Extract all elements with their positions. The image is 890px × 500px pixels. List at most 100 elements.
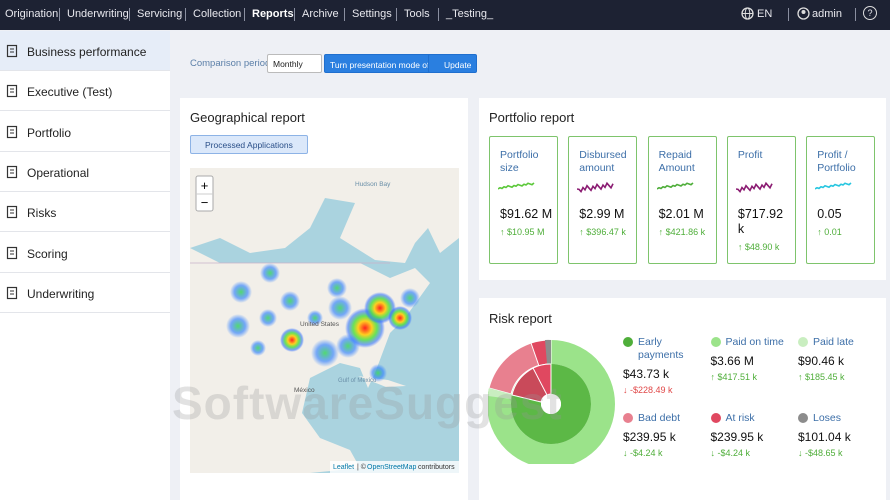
sidebar-icon [6, 246, 18, 259]
kpi-change: ↑ $396.47 k [579, 227, 626, 237]
help[interactable]: ? [863, 6, 877, 20]
risk-label: At risk [725, 412, 755, 424]
sidebar-label: Portfolio [27, 125, 72, 140]
geo-title: Geographical report [190, 110, 305, 125]
risk-label: Loses [813, 412, 842, 424]
kpi-card[interactable]: Repaid Amount $2.01 M ↑ $421.86 k [647, 136, 717, 264]
legend-dot [623, 413, 633, 423]
sparkline-path [815, 182, 852, 190]
filter-button[interactable]: Processed Applications [190, 135, 308, 154]
user-menu[interactable]: admin [812, 8, 842, 20]
sidebar-icon [6, 44, 18, 58]
kpi-label: Disbursed amount [579, 149, 627, 174]
risk-change: ↑ $185.45 k [798, 372, 845, 382]
sidebar-item[interactable]: Portfolio [0, 112, 170, 152]
sparkline-path [577, 181, 615, 194]
kpi-change: ↑ $48.90 k [737, 242, 780, 252]
sidebar-icon [6, 286, 18, 299]
update-button[interactable]: Update [428, 54, 478, 73]
globe-icon [741, 7, 754, 20]
risk-value: $239.95 k [623, 430, 676, 444]
nav-item[interactable]: Tools [404, 8, 430, 20]
risk-value: $239.95 k [710, 430, 764, 444]
risk-change: ↓ -$4.24 k [710, 448, 751, 458]
sidebar-label: Scoring [27, 246, 68, 261]
sidebar-item[interactable]: Risks [0, 192, 170, 233]
sidebar-icon [6, 85, 18, 98]
separator [855, 8, 856, 21]
risk-donut [488, 339, 615, 464]
portfolio-title: Portfolio report [489, 110, 575, 125]
nav-item[interactable]: Collection [193, 8, 242, 20]
risk-change: ↓ -$228.49 k [623, 385, 673, 395]
legend-dot [710, 413, 721, 423]
sidebar-label: Operational [27, 165, 90, 180]
sparkline [656, 182, 694, 190]
kpi-change: ↑ $10.95 M [500, 227, 545, 237]
kpi-label: Profit [737, 149, 763, 161]
sidebar-item[interactable]: Underwriting [0, 273, 170, 313]
sidebar-label: Business performance [27, 45, 147, 59]
language[interactable]: EN [757, 8, 773, 20]
kpi-value: $2.01 M [658, 207, 704, 221]
kpi-value: 0.05 [817, 207, 842, 221]
attribution-text: | © [357, 463, 367, 471]
sidebar-item[interactable]: Executive (Test) [0, 71, 170, 112]
risk-label: Paid late [813, 336, 854, 348]
sidebar-item[interactable]: Business performance [0, 31, 170, 71]
sidebar-item[interactable]: Operational [0, 152, 170, 192]
top-nav: EN admin ? Origination Underwriting Servic… [0, 0, 890, 30]
risk-value: $43.73 k [623, 367, 670, 381]
map-label: United States [300, 321, 340, 328]
nav-item[interactable]: Origination [5, 8, 59, 20]
comparison-label: Comparison period [190, 58, 271, 69]
sparkline [815, 182, 852, 190]
risk-value: $101.04 k [798, 430, 851, 444]
kpi-label: Repaid Amount [658, 149, 695, 174]
nav-item[interactable]: _Testing_ [446, 8, 494, 20]
risk-panel: Risk report Early payments $43.73 k ↓ -$22… [479, 298, 886, 500]
risk-change: ↓ -$4.24 k [623, 448, 663, 458]
kpi-value: $91.62 M [500, 207, 553, 221]
separator [438, 8, 439, 21]
separator [294, 8, 295, 21]
attribution-text: contributors [418, 464, 455, 471]
kpi-card[interactable]: Profit $717.92 k ↑ $48.90 k [726, 136, 796, 264]
presentation-button[interactable]: Turn presentation mode off [324, 54, 438, 73]
kpi-card[interactable]: Profit / Portfolio 0.05 ↑ 0.01 [806, 136, 876, 264]
sidebar-icon [6, 206, 18, 219]
nav-item[interactable]: Reports [252, 8, 294, 20]
legend-dot [710, 337, 721, 347]
nav-item[interactable]: Settings [352, 8, 392, 20]
kpi-value: $2.99 M [579, 207, 625, 221]
kpi-label: Portfolio size [500, 149, 539, 174]
attribution-link[interactable]: Leaflet [333, 464, 354, 471]
separator [396, 8, 397, 21]
legend-dot [798, 413, 808, 423]
nav-item[interactable]: Underwriting [67, 8, 129, 20]
attribution-link[interactable]: OpenStreetMap [367, 464, 417, 471]
risk-label: Early payments [638, 336, 684, 361]
sidebar-icon [6, 125, 18, 138]
risk-value: $3.66 M [710, 354, 754, 368]
sidebar-item[interactable]: Scoring [0, 233, 170, 273]
kpi-card[interactable]: Portfolio size $91.62 M ↑ $10.95 M [489, 136, 558, 264]
zoom-in[interactable]: + [201, 178, 209, 193]
sparkline [735, 181, 773, 194]
separator [244, 8, 245, 21]
sidebar-icon [6, 165, 18, 178]
kpi-change: ↑ $421.86 k [658, 227, 706, 237]
nav-item[interactable]: Archive [302, 8, 339, 20]
map[interactable]: Hudson Bay United States México Gulf of … [190, 168, 459, 473]
map-label: Gulf of Mexico [338, 378, 377, 384]
zoom-out[interactable]: − [201, 195, 209, 210]
kpi-card[interactable]: Disbursed amount $2.99 M ↑ $396.47 k [568, 136, 638, 264]
separator [788, 8, 789, 21]
period-select[interactable]: Monthly [267, 54, 322, 73]
kpi-value: $717.92 k [737, 207, 784, 236]
separator [344, 8, 345, 21]
nav-item[interactable]: Servicing [137, 8, 183, 20]
separator [59, 8, 60, 21]
sparkline-path [498, 182, 535, 190]
